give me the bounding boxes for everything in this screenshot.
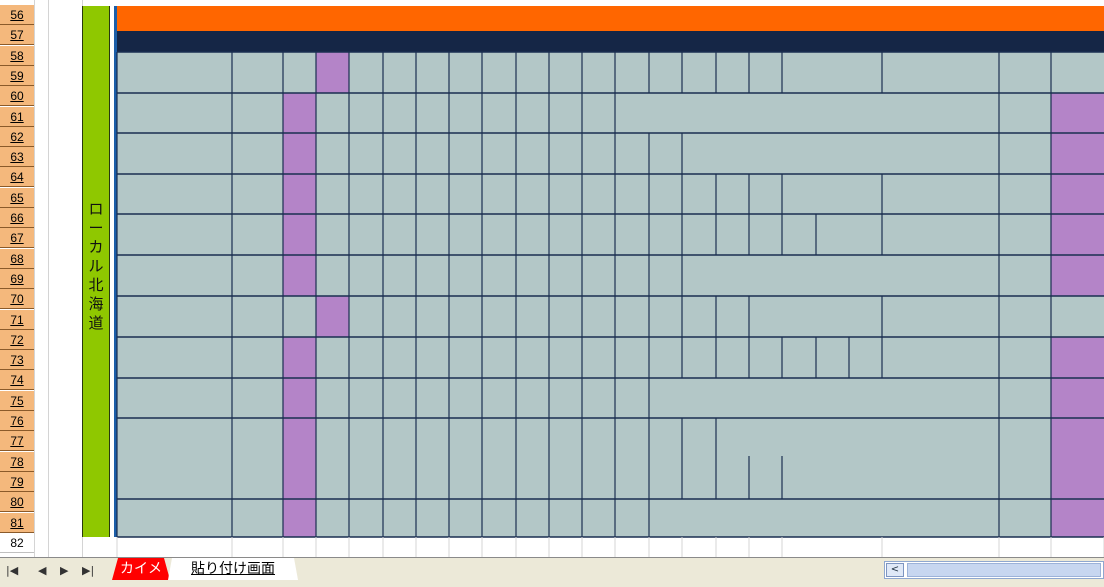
purple-cell: [316, 296, 349, 337]
row-header[interactable]: 73: [0, 350, 34, 371]
row-header[interactable]: 75: [0, 390, 34, 411]
purple-cell: [283, 93, 316, 296]
region-label-char: 北: [88, 276, 104, 294]
row-header[interactable]: 59: [0, 65, 34, 86]
row-header[interactable]: 60: [0, 86, 34, 107]
scrollbar-thumb[interactable]: [907, 563, 1101, 577]
row-header[interactable]: 58: [0, 45, 34, 66]
region-band: [82, 6, 110, 537]
row-header[interactable]: 65: [0, 187, 34, 208]
row-header[interactable]: 77: [0, 431, 34, 452]
purple-cell: [1051, 93, 1104, 296]
region-label-char: カ: [88, 238, 104, 256]
sheet-tab-kaime[interactable]: カイメ: [112, 558, 170, 580]
first-sheet-icon[interactable]: |◀: [6, 564, 19, 577]
sheet-tab-paste-screen[interactable]: 貼り付け画面: [168, 558, 298, 580]
chevron-left-icon[interactable]: <: [886, 563, 904, 577]
row-header[interactable]: 67: [0, 228, 34, 249]
row-header[interactable]: 82: [0, 532, 34, 553]
row-header[interactable]: 72: [0, 329, 34, 350]
row-header[interactable]: 74: [0, 370, 34, 391]
row-header[interactable]: 56: [0, 5, 34, 25]
row-header[interactable]: 64: [0, 167, 34, 188]
purple-cell: [316, 52, 349, 93]
column-gridline: [48, 0, 49, 587]
grid-background: [117, 52, 1104, 537]
column-gridline: [34, 0, 35, 587]
row-header[interactable]: 69: [0, 268, 34, 289]
row-header[interactable]: 76: [0, 411, 34, 431]
row-header[interactable]: 78: [0, 451, 34, 472]
purple-cell: [283, 337, 316, 537]
row-header[interactable]: 61: [0, 106, 34, 127]
row-header[interactable]: 62: [0, 126, 34, 147]
horizontal-scrollbar[interactable]: <: [884, 561, 1104, 579]
row-header[interactable]: 68: [0, 248, 34, 269]
row-header[interactable]: 66: [0, 208, 34, 228]
row-header[interactable]: 57: [0, 25, 34, 46]
region-label-char: ー: [88, 219, 104, 237]
row-header[interactable]: 81: [0, 512, 34, 533]
row-header[interactable]: 79: [0, 471, 34, 492]
next-sheet-icon[interactable]: ▶: [60, 564, 69, 577]
previous-sheet-icon[interactable]: ◀: [38, 564, 47, 577]
row-header[interactable]: 80: [0, 492, 34, 513]
region-label-char: 海: [88, 295, 104, 313]
header-bar-orange: [117, 6, 1104, 31]
region-label-char: 道: [88, 314, 104, 332]
purple-cell: [1051, 337, 1104, 537]
header-bar-navy: [117, 31, 1104, 52]
sheet-tab-bar: |◀ ◀ ▶ ▶| カイメ 貼り付け画面 <: [0, 557, 1104, 587]
region-label: ロ ー カ ル 北 海 道: [84, 200, 108, 333]
row-header[interactable]: 71: [0, 309, 34, 330]
selection-edge: [114, 6, 117, 537]
region-label-char: ル: [88, 257, 104, 275]
last-sheet-icon[interactable]: ▶|: [82, 564, 95, 577]
row-header[interactable]: 70: [0, 289, 34, 310]
region-label-char: ロ: [88, 200, 104, 218]
row-header[interactable]: 63: [0, 147, 34, 168]
